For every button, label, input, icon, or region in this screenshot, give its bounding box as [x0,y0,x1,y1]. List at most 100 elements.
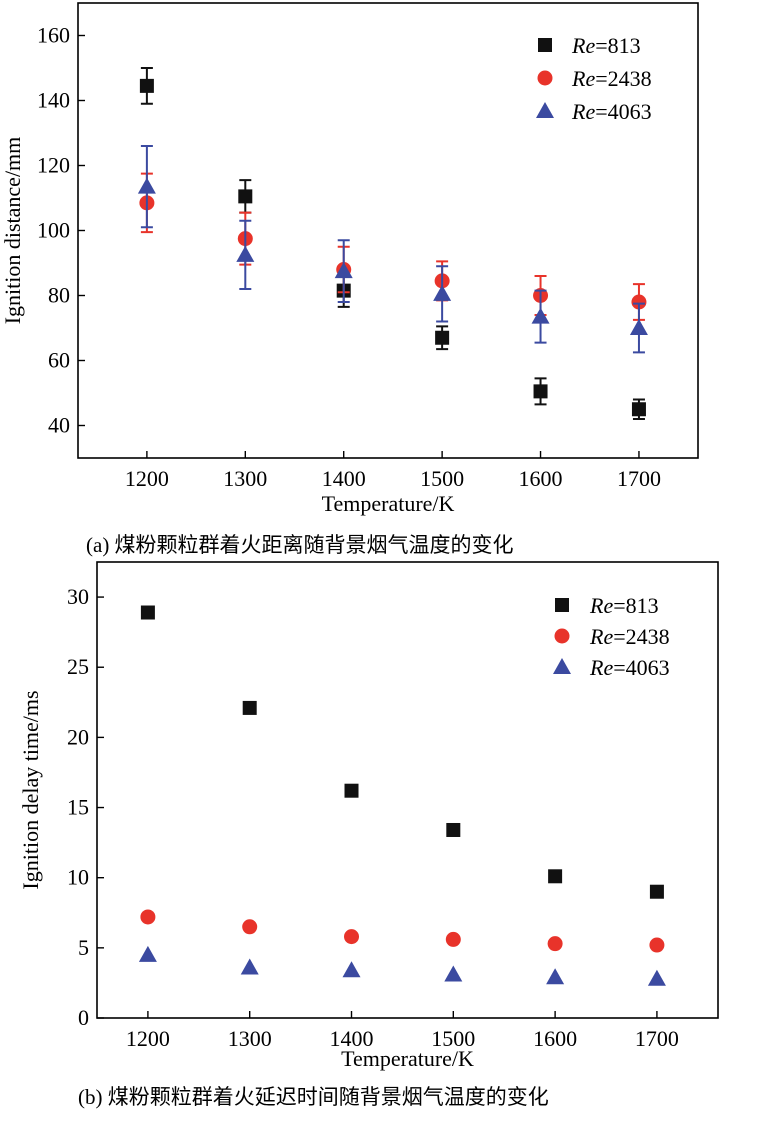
data-point [140,605,155,620]
series-circle [140,909,665,953]
data-point [435,330,450,345]
x-tick-label: 1700 [635,1026,679,1051]
series-triangle [138,945,666,986]
legend-label-prefix: Re [571,33,595,58]
x-tick-label: 1600 [533,1026,577,1051]
data-point [242,919,258,935]
data-point [242,700,257,715]
chart-b: 1200 1300 1400 1500 1600 1700 0 5 10 15 20 25 30 Temp… [18,561,719,1109]
data-point [445,931,461,947]
y-tick-label: 140 [37,88,70,113]
y-tick-label: 40 [48,413,70,438]
data-point [342,961,361,978]
data-point [649,884,664,899]
x-axis-label: Temperature/K [322,491,455,516]
data-point [533,384,548,399]
legend-marker [538,38,552,52]
data-point [446,822,461,837]
data-point [647,969,666,986]
x-tick-label: 1400 [322,466,366,491]
legend-label-value: =4063 [595,99,651,124]
chart-a: 1200 1300 1400 1500 1600 1700 40 60 80 100 120 140 1… [0,2,699,557]
data-point [649,937,665,953]
y-tick-label: 30 [67,584,89,609]
x-tick-label: 1400 [330,1026,374,1051]
series-square [140,605,664,899]
legend-label-prefix: Re [571,66,595,91]
data-point [334,262,353,279]
data-point [140,909,156,925]
legend-label-prefix: Re [589,655,613,680]
legend-label: Re=813 [571,33,641,58]
y-tick-label: 25 [67,654,89,679]
y-tick-label: 0 [78,1005,89,1030]
figure-caption: (b) 煤粉颗粒群着火延迟时间随背景烟气温度的变化 [78,1085,549,1109]
y-tick-label: 60 [48,348,70,373]
x-tick-label: 1300 [228,1026,272,1051]
legend-entry: Re=2438 [537,66,652,91]
legend-label: Re=4063 [589,655,670,680]
data-point [433,284,452,301]
y-tick-label: 160 [37,23,70,48]
series-square [139,67,646,420]
data-point [344,929,360,945]
plot-frame [96,561,719,1019]
data-point [139,78,154,93]
x-tick-label: 1600 [519,466,563,491]
legend-label-value: =2438 [595,66,651,91]
data-point [236,245,255,262]
data-point [344,783,359,798]
data-point [240,958,259,975]
data-point [546,968,565,985]
data-point [444,965,463,982]
legend-label: Re=2438 [571,66,652,91]
legend-label: Re=813 [589,593,659,618]
legend-entry: Re=813 [555,593,659,618]
legend-marker [553,658,571,674]
legend-label-value: =813 [613,593,658,618]
legend-marker [554,628,570,644]
legend-label-value: =813 [595,33,640,58]
x-tick-label: 1200 [126,1026,170,1051]
legend-entry: Re=2438 [554,624,670,649]
legend-marker [536,102,554,118]
legend-label: Re=4063 [571,99,652,124]
y-tick-label: 120 [37,153,70,178]
y-tick-label: 20 [67,724,89,749]
legend-label-value: =2438 [613,624,669,649]
y-tick-label: 100 [37,218,70,243]
x-tick-label: 1300 [223,466,267,491]
x-axis-label: Temperature/K [341,1046,474,1071]
y-axis-label: Ignition delay time/ms [18,690,43,889]
y-tick-label: 10 [67,865,89,890]
legend-entry: Re=4063 [536,99,652,124]
data-point [548,869,563,884]
legend-entry: Re=4063 [553,655,670,680]
series-triangle [137,145,648,354]
data-point [631,402,646,417]
y-tick-label: 5 [78,935,89,960]
legend-entry: Re=813 [538,33,641,58]
data-point [138,945,157,962]
x-tick-label: 1700 [617,466,661,491]
figure-caption: (a) 煤粉颗粒群着火距离随背景烟气温度的变化 [86,533,514,557]
legend-label-prefix: Re [589,624,613,649]
data-point [531,307,550,324]
x-tick-label: 1200 [125,466,169,491]
y-tick-label: 80 [48,283,70,308]
data-point [238,189,253,204]
data-point [631,294,647,310]
data-point [547,936,563,952]
y-tick-label: 15 [67,795,89,820]
y-axis-label: Ignition distance/mm [0,137,25,325]
legend-label: Re=2438 [589,624,670,649]
x-tick-label: 1500 [431,1026,475,1051]
legend-marker [555,598,569,612]
legend-marker [537,70,553,86]
x-tick-label: 1500 [420,466,464,491]
legend-label-prefix: Re [571,99,595,124]
series-circle [139,172,647,321]
legend-label-value: =4063 [613,655,669,680]
legend-label-prefix: Re [589,593,613,618]
